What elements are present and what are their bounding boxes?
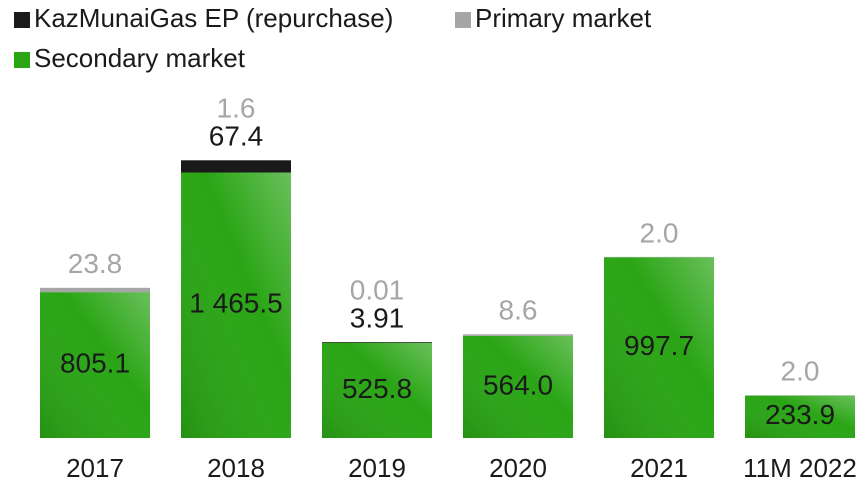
x-tick-label: 2018: [207, 453, 265, 483]
value-label: 1.6: [217, 92, 256, 123]
value-label: 2.0: [640, 217, 679, 248]
value-label: 0.01: [350, 274, 405, 305]
x-tick-label: 11M 2022: [743, 453, 857, 483]
bar-shine: [40, 292, 150, 438]
value-label: 67.4: [209, 120, 264, 151]
value-label: 525.8: [342, 373, 412, 404]
value-label: 997.7: [624, 330, 694, 361]
x-tick-label: 2020: [489, 453, 547, 483]
x-tick-label: 2019: [348, 453, 406, 483]
value-label: 564.0: [483, 369, 553, 400]
legend-swatch: [14, 52, 30, 68]
bar-shine: [604, 257, 714, 438]
x-tick-label: 2017: [66, 453, 124, 483]
bar-shine: [181, 172, 291, 438]
bar-segment: [40, 287, 150, 293]
legend-label: KazMunaiGas EP (repurchase): [34, 3, 393, 33]
bar-shine: [322, 342, 432, 438]
legend-swatch: [14, 12, 30, 28]
x-tick-label: 2021: [630, 453, 688, 483]
bar-segment: [322, 342, 432, 343]
legend-swatch: [455, 12, 471, 28]
legend-label: Primary market: [475, 3, 652, 33]
value-label: 805.1: [60, 347, 130, 378]
bar-segment: [463, 334, 573, 336]
value-label: 3.91: [350, 302, 405, 333]
legend-label: Secondary market: [34, 43, 246, 73]
bar-shine: [463, 335, 573, 438]
value-label: 2.0: [781, 356, 820, 387]
value-label: 1 465.5: [189, 288, 282, 319]
value-label: 23.8: [68, 248, 123, 279]
value-label: 8.6: [499, 295, 538, 326]
bar-shine: [745, 395, 855, 438]
bar-segment: [181, 160, 291, 173]
value-label: 233.9: [765, 399, 835, 430]
